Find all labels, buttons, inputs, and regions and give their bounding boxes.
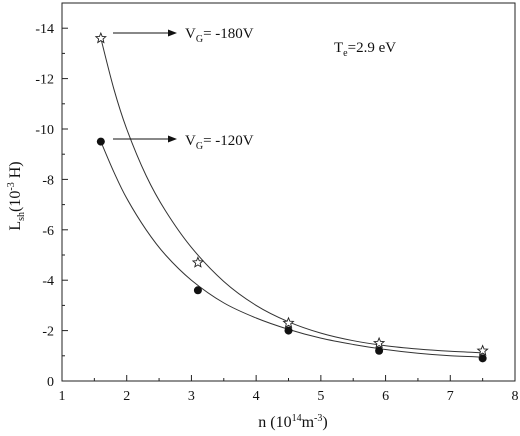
label-vg-180-main: V [185, 26, 196, 42]
label-vg-180-sub: G [196, 34, 203, 45]
y-tick-label: -10 [35, 123, 54, 138]
label-vg-120: VG= -120V [185, 133, 254, 152]
x-tick-label: 6 [382, 389, 389, 404]
arrow-vg-120-head [168, 135, 177, 143]
y-axis-title-main: L [7, 221, 24, 231]
star-marker [282, 316, 295, 329]
fit-curve-vg-120 [100, 141, 483, 358]
label-vg-120-main: V [185, 133, 196, 149]
circle-marker [193, 286, 202, 295]
star-marker [476, 344, 489, 356]
x-axis-title-end: ) [322, 414, 327, 431]
axis-titles: n (1014m-3)Lsh(10-3 H) [6, 161, 328, 431]
x-axis-title-unit-exp: -3 [314, 413, 322, 424]
y-tick-label: -6 [42, 224, 54, 239]
temperature-label: Te=2.9 eV [334, 40, 396, 59]
y-axis-title-exp: -3 [6, 182, 17, 190]
y-tick-label: -4 [42, 274, 54, 289]
y-axis-title-end: H) [7, 161, 24, 182]
circle-marker [375, 346, 384, 355]
circle-marker [96, 137, 105, 146]
x-axis-title: n (1014m-3) [258, 413, 327, 431]
arrow-vg-180-head [168, 29, 177, 37]
circle-marker [284, 326, 293, 335]
data-points [94, 31, 489, 363]
star-marker [191, 256, 204, 268]
axis-ticks: 1 2 3 4 5 6 7 8 0 -2 -4 -6 -8 -10 -12 -14 [35, 22, 518, 404]
x-tick-label: 5 [317, 389, 324, 404]
x-tick-label: 7 [447, 389, 454, 404]
x-axis-title-main: n (10 [258, 414, 291, 431]
fit-curve-vg-180 [100, 38, 483, 354]
y-tick-label: -8 [42, 173, 54, 188]
label-vg-180-value: = -180V [203, 26, 254, 42]
x-tick-label: 8 [512, 389, 519, 404]
temperature-label-value: =2.9 eV [348, 40, 397, 56]
y-axis-title: Lsh(10-3 H) [6, 161, 27, 230]
y-tick-label: 0 [47, 375, 54, 390]
temperature-label-main: T [334, 40, 343, 56]
label-vg-120-sub: G [196, 141, 203, 152]
y-tick-label: -14 [35, 22, 54, 37]
x-tick-label: 3 [188, 389, 195, 404]
label-vg-120-value: = -120V [203, 133, 254, 149]
y-axis-title-sub: sh [16, 212, 27, 221]
fit-curves [100, 38, 483, 358]
y-tick-label: -2 [42, 325, 54, 340]
y-axis-title-unit: (10 [7, 191, 24, 212]
label-vg-180: VG= -180V [185, 26, 254, 45]
x-axis-title-unit: m [302, 414, 315, 431]
temperature-label-sub: e [343, 48, 348, 59]
x-tick-label: 4 [253, 389, 260, 404]
x-axis-title-exp: 14 [292, 413, 302, 424]
y-tick-label: -12 [35, 73, 54, 88]
x-tick-label: 2 [123, 389, 130, 404]
x-tick-label: 1 [59, 389, 66, 404]
star-marker [373, 336, 386, 349]
circle-marker [478, 354, 487, 363]
star-marker [94, 31, 107, 44]
